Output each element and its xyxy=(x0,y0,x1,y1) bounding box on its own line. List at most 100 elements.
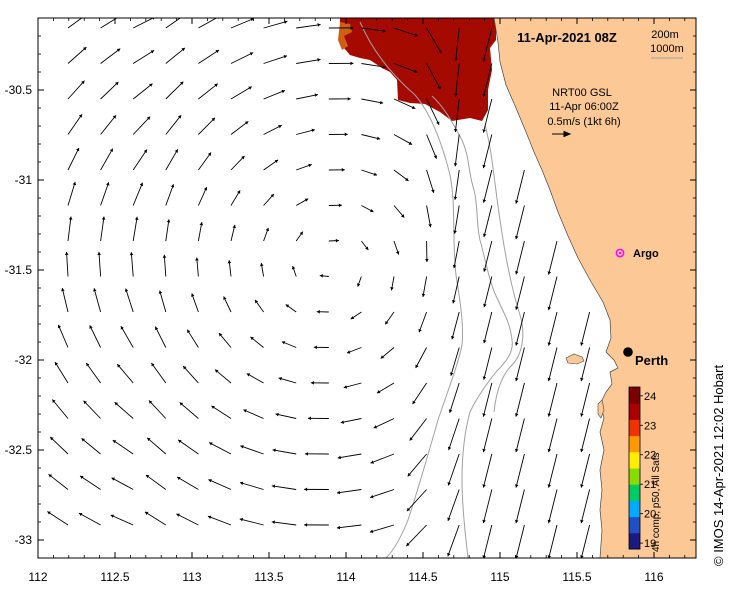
current-arrow xyxy=(151,362,167,384)
current-arrow xyxy=(67,18,83,29)
current-arrow-head xyxy=(380,355,385,359)
contour-1000m xyxy=(359,21,464,558)
current-arrow-head xyxy=(250,18,254,22)
current-arrow xyxy=(78,512,101,526)
current-arrow-head xyxy=(453,196,458,200)
current-arrow xyxy=(159,290,167,313)
current-arrow xyxy=(198,152,212,171)
current-arrow xyxy=(197,222,203,242)
current-arrow xyxy=(296,129,316,135)
current-arrow xyxy=(515,169,525,204)
y-tick-label: -30.5 xyxy=(5,83,33,97)
current-arrow xyxy=(450,347,460,376)
current-arrow-head xyxy=(370,208,374,213)
y-tick-label: -33 xyxy=(15,533,33,547)
current-arrow xyxy=(198,49,220,64)
x-tick-label: 113 xyxy=(182,570,201,584)
current-arrow-head xyxy=(181,47,185,52)
current-arrow-head xyxy=(170,184,175,188)
current-arrow xyxy=(230,18,254,29)
current-arrow xyxy=(246,373,264,384)
current-arrow xyxy=(132,50,155,64)
current-arrow-head xyxy=(514,377,519,382)
current-arrow-head xyxy=(215,50,220,54)
current-arrow xyxy=(454,134,460,167)
current-arrow-head xyxy=(395,251,400,255)
current-arrow xyxy=(449,382,460,413)
current-arrow-head xyxy=(433,155,438,159)
current-arrow-head xyxy=(250,336,254,341)
current-arrow xyxy=(54,361,69,384)
colorbar-segment xyxy=(629,387,640,404)
colorbar-tick-label: 22 xyxy=(644,450,656,462)
current-arrow xyxy=(580,382,591,417)
current-arrow-head xyxy=(428,223,432,228)
current-vectors xyxy=(47,13,591,558)
current-arrow xyxy=(455,27,460,62)
current-arrow xyxy=(412,382,427,405)
current-arrow-head xyxy=(350,26,354,30)
current-arrow xyxy=(515,418,525,453)
current-arrow xyxy=(483,205,493,238)
current-arrow xyxy=(240,445,264,455)
current-arrow-head xyxy=(547,555,552,558)
colorbar-tick-label: 23 xyxy=(644,420,656,432)
current-arrow xyxy=(548,418,558,453)
current-arrow-head xyxy=(244,121,249,125)
current-arrow xyxy=(548,347,558,382)
y-tick-label: -32 xyxy=(15,353,33,367)
current-arrow xyxy=(67,80,85,100)
current-arrow-head xyxy=(452,264,457,269)
current-arrow xyxy=(243,409,264,419)
current-arrow xyxy=(515,489,525,524)
current-arrow-head xyxy=(109,148,113,153)
colorbar-segment xyxy=(629,451,640,469)
current-arrow xyxy=(336,524,362,529)
current-arrow xyxy=(208,442,232,455)
map-area xyxy=(38,13,696,558)
current-arrow-head xyxy=(283,20,288,24)
current-arrow-head xyxy=(304,523,308,527)
current-arrow xyxy=(340,418,362,424)
current-arrow xyxy=(191,293,199,313)
current-arrow-head xyxy=(382,29,386,33)
current-arrow xyxy=(422,276,428,298)
current-arrow-head xyxy=(390,286,394,291)
current-arrow-head xyxy=(207,152,212,156)
current-arrow-head xyxy=(425,258,429,262)
current-arrow-head xyxy=(177,476,181,481)
current-arrow-head xyxy=(110,514,115,518)
current-arrow xyxy=(198,117,216,135)
current-arrow-head xyxy=(155,326,159,331)
colorbar-caption: 4h comp, p50, All Sats xyxy=(651,452,662,552)
current-arrow-head xyxy=(453,128,458,133)
current-arrow-head xyxy=(547,306,552,311)
current-arrow-head xyxy=(203,187,208,191)
current-arrow xyxy=(79,475,101,490)
colorbar xyxy=(629,387,640,550)
current-arrow xyxy=(452,276,460,304)
current-arrow-head xyxy=(412,400,416,405)
current-arrow xyxy=(482,489,493,524)
current-arrow-head xyxy=(547,377,552,382)
x-tick-label: 113.5 xyxy=(254,570,283,584)
current-arrow-head xyxy=(144,511,149,515)
current-arrow-head xyxy=(274,159,279,164)
current-arrow-head xyxy=(438,49,442,54)
current-arrow-head xyxy=(72,181,77,186)
current-arrow-head xyxy=(377,390,381,394)
current-arrow xyxy=(165,47,186,64)
current-arrow-head xyxy=(214,83,218,87)
current-arrow xyxy=(376,382,395,394)
current-arrow xyxy=(482,98,493,133)
x-tick-label: 112.5 xyxy=(100,570,129,584)
current-arrow-head xyxy=(341,168,345,172)
current-arrow-head xyxy=(208,479,212,483)
map-title: 11-Apr-2021 08Z xyxy=(517,30,617,45)
current-arrow-head xyxy=(84,13,87,16)
argo-marker xyxy=(615,248,625,258)
current-arrow-head xyxy=(54,362,59,366)
current-arrow-head xyxy=(421,293,426,297)
current-arrow xyxy=(482,453,493,488)
current-arrow-head xyxy=(179,402,184,406)
